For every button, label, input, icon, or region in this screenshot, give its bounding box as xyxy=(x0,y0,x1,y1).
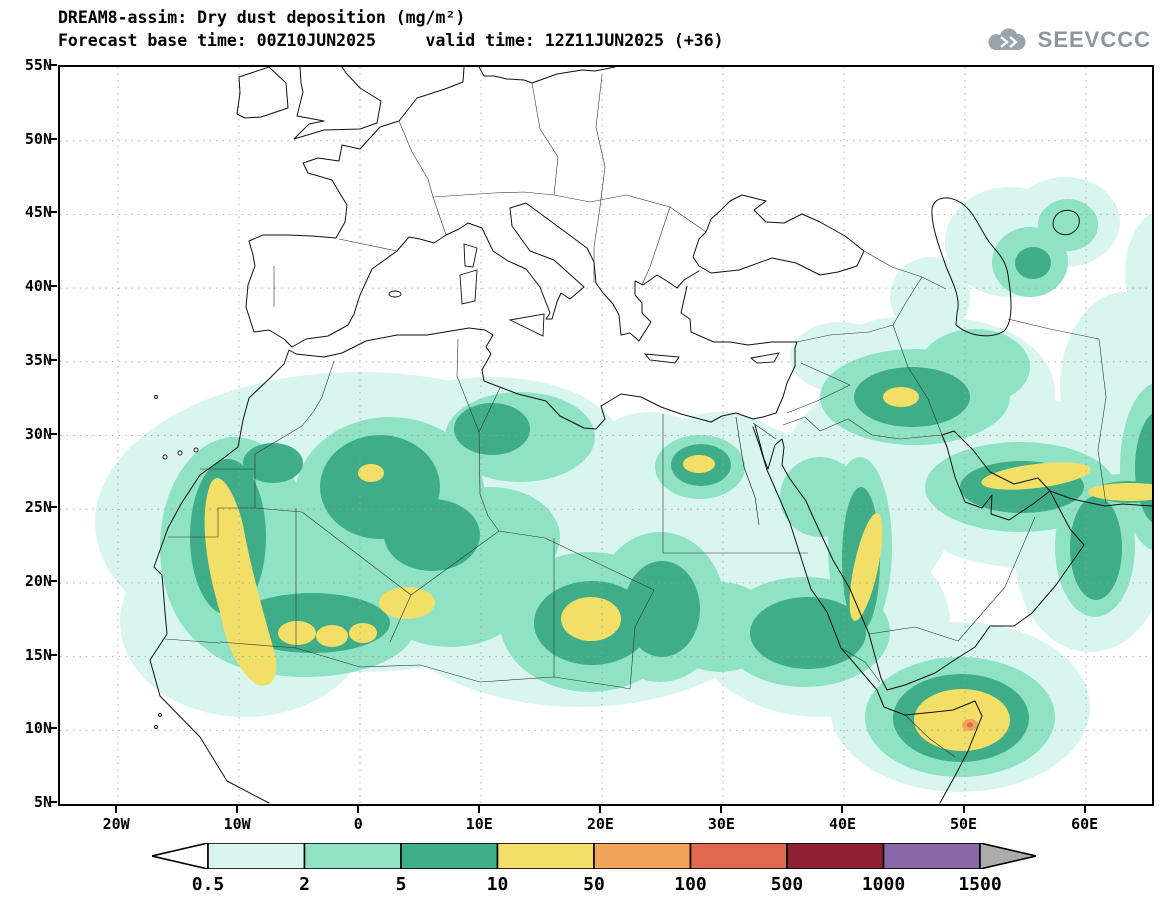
y-tick-mark xyxy=(49,801,57,803)
colorbar-segment xyxy=(400,842,499,870)
colorbar-segment xyxy=(496,842,595,870)
seevccc-cloud-icon xyxy=(988,28,1026,51)
nile-river xyxy=(735,416,760,526)
x-tick-mark xyxy=(720,805,723,813)
seevccc-logo-text: SEEVCCC xyxy=(1037,27,1151,52)
colorbar-tick-label: 1000 xyxy=(861,874,906,895)
y-tick-mark xyxy=(49,285,57,288)
x-tick-label: 40E xyxy=(828,815,857,833)
colorbar-tick-label: 0.5 xyxy=(191,874,225,895)
y-tick-mark xyxy=(49,579,57,582)
colorbar-segment xyxy=(593,842,692,870)
y-tick-mark xyxy=(49,432,57,435)
x-tick-mark xyxy=(841,805,844,813)
y-tick-label: 20N xyxy=(24,571,52,590)
x-tick-mark xyxy=(357,805,360,813)
map-frame xyxy=(58,65,1154,806)
chart-title: DREAM8-assim: Dry dust deposition (mg/m²… xyxy=(58,8,466,27)
colorbar-tick-label: 1500 xyxy=(958,874,1002,895)
x-tick-mark xyxy=(599,805,602,813)
y-tick-mark xyxy=(49,137,57,140)
x-tick-label: 60E xyxy=(1071,815,1099,833)
seevccc-logo: SEEVCCC xyxy=(984,24,1151,56)
x-tick-label: 30E xyxy=(707,815,735,833)
x-tick-mark xyxy=(1083,805,1086,813)
y-tick-label: 35N xyxy=(24,350,52,369)
colorbar-tick-label: 10 xyxy=(486,874,509,895)
colorbar-segment xyxy=(786,842,885,870)
y-tick-label: 5N xyxy=(33,793,52,811)
y-tick-label: 55N xyxy=(24,56,52,74)
y-tick-mark xyxy=(49,358,57,361)
colorbar-segment xyxy=(207,842,306,870)
y-tick-mark xyxy=(49,653,57,656)
borders-layer xyxy=(164,74,1107,758)
colorbar-left-arrow xyxy=(151,841,209,871)
y-tick-label: 45N xyxy=(24,203,52,222)
colorbar-segment xyxy=(689,842,788,870)
colorbar-tick-label: 5 xyxy=(395,874,407,895)
x-tick-mark xyxy=(115,805,118,813)
colorbar-right-arrow xyxy=(979,841,1037,871)
x-tick-mark xyxy=(962,805,965,813)
gridlines-layer xyxy=(60,67,1152,804)
x-tick-mark xyxy=(478,805,481,813)
colorbar-segment xyxy=(882,842,981,870)
colorbar-tick-label: 50 xyxy=(583,874,605,895)
chart-subtitle: Forecast base time: 00Z10JUN2025 valid t… xyxy=(58,31,724,50)
colorbar xyxy=(151,841,1037,871)
y-tick-label: 30N xyxy=(24,424,52,443)
colorbar-tick-label: 500 xyxy=(770,874,804,895)
map-svg xyxy=(60,67,1152,804)
y-tick-label: 10N xyxy=(24,719,52,738)
y-tick-label: 15N xyxy=(24,645,52,664)
x-tick-label: 20W xyxy=(102,815,130,833)
colorbar-segment xyxy=(303,842,402,870)
coastlines-layer xyxy=(149,67,1152,804)
colorbar-svg xyxy=(151,841,1037,871)
colorbar-tick-label: 100 xyxy=(674,874,707,895)
x-tick-label: 0 xyxy=(353,815,363,833)
y-tick-mark xyxy=(49,506,57,509)
x-tick-label: 10W xyxy=(223,815,251,833)
y-tick-mark xyxy=(49,64,57,66)
y-tick-label: 40N xyxy=(24,277,52,296)
x-tick-mark xyxy=(236,805,239,813)
colorbar-tick-label: 2 xyxy=(299,874,310,895)
x-tick-label: 50E xyxy=(950,815,978,833)
y-tick-label: 50N xyxy=(24,129,52,148)
y-tick-mark xyxy=(49,727,57,730)
x-tick-label: 10E xyxy=(465,815,493,833)
y-tick-mark xyxy=(49,211,57,214)
x-tick-label: 20E xyxy=(586,815,614,833)
y-tick-label: 25N xyxy=(24,498,52,517)
